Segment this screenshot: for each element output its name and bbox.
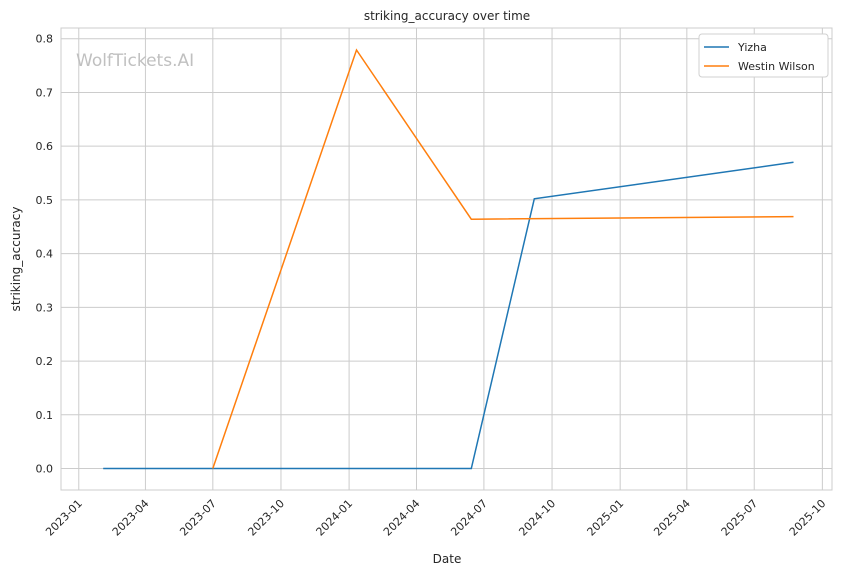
y-tick-label: 0.7: [36, 86, 54, 99]
watermark: WolfTickets.AI: [76, 51, 194, 71]
y-axis-label: striking_accuracy: [9, 207, 23, 312]
x-tick-label: 2025-10: [787, 497, 829, 539]
series-line-westin-wilson: [213, 50, 794, 469]
x-tick-label: 2025-01: [585, 497, 627, 539]
y-tick-label: 0.4: [36, 248, 54, 261]
legend-label: Yizha: [737, 41, 767, 54]
y-tick-label: 0.0: [36, 463, 54, 476]
x-tick-label: 2023-07: [177, 497, 219, 539]
series-group: [103, 50, 793, 469]
x-tick-label: 2024-01: [314, 497, 356, 539]
x-tick-label: 2024-10: [516, 497, 558, 539]
y-ticks: 0.0 0.1 0.2 0.3 0.4 0.5 0.6 0.7 0.8: [36, 33, 54, 476]
y-tick-label: 0.5: [36, 194, 54, 207]
y-tick-label: 0.2: [36, 355, 54, 368]
x-tick-label: 2025-07: [719, 497, 761, 539]
x-axis-label: Date: [433, 552, 462, 566]
y-tick-label: 0.1: [36, 409, 54, 422]
x-tick-label: 2024-04: [381, 497, 423, 539]
x-tick-label: 2023-01: [43, 497, 85, 539]
y-tick-label: 0.8: [36, 33, 54, 46]
chart-title: striking_accuracy over time: [364, 9, 530, 23]
plot-frame: [61, 28, 832, 490]
x-ticks: 2023-01 2023-04 2023-07 2023-10 2024-01 2024-…: [43, 497, 828, 539]
x-tick-label: 2024-07: [448, 497, 490, 539]
legend: Yizha Westin Wilson: [699, 34, 828, 77]
grid: [61, 28, 832, 490]
x-tick-label: 2023-04: [110, 497, 152, 539]
legend-label: Westin Wilson: [738, 60, 815, 73]
x-tick-label: 2025-04: [651, 497, 693, 539]
x-tick-label: 2023-10: [245, 497, 287, 539]
series-line-yizha: [103, 162, 793, 468]
y-tick-label: 0.3: [36, 301, 54, 314]
y-tick-label: 0.6: [36, 140, 54, 153]
